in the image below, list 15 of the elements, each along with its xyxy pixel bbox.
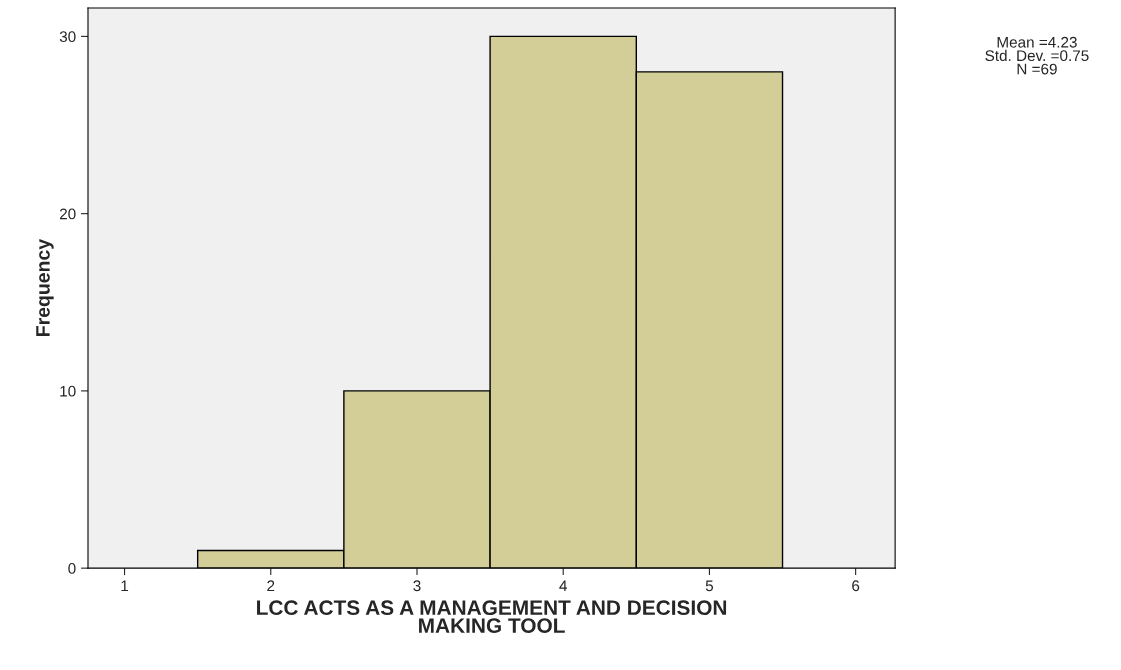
text: N =69 [1017, 63, 1057, 75]
y-tick-label: 30 [59, 31, 76, 43]
x-tick-label: 6 [852, 580, 860, 592]
y-axis-title: Frequency [36, 239, 54, 336]
x-tick-label: 2 [267, 580, 275, 592]
y-tick-label: 10 [60, 385, 76, 397]
x-tick-label: 4 [559, 580, 568, 592]
y-tick-label: 0 [68, 563, 76, 574]
x-axis-title: LCC ACTS AS A MANAGEMENT AND DECISION MAKING TOOL [257, 600, 727, 633]
y-tick-label: 20 [59, 208, 76, 220]
text: Mean =4.23 [997, 36, 1077, 48]
text: Std. Dev. =0.75 [985, 49, 1089, 62]
x-tick-label: 5 [705, 580, 714, 592]
x-tick-label: 3 [413, 580, 421, 592]
x-tick-label: 1 [121, 580, 129, 592]
